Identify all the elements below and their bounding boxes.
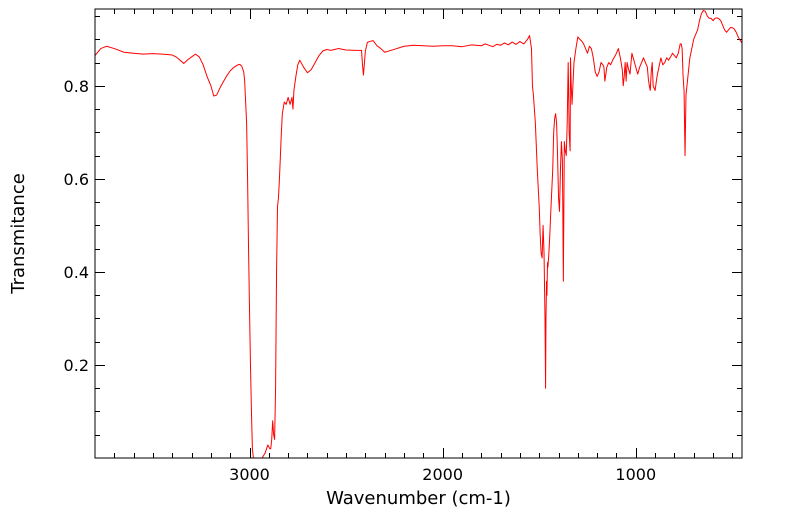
y-tick-label: 0.4 — [64, 263, 89, 282]
y-axis-label: Transmitance — [8, 173, 29, 295]
plot-frame — [94, 8, 743, 459]
y-tick-label: 0.2 — [64, 356, 89, 375]
y-axis-ticks: 0.2 0.4 0.6 0.8 — [64, 16, 742, 436]
y-tick-label: 0.6 — [64, 170, 89, 189]
y-tick-label: 0.8 — [64, 77, 89, 96]
x-tick-label: 2000 — [422, 465, 463, 484]
x-tick-label: 1000 — [615, 465, 656, 484]
x-axis-label: Wavenumber (cm-1) — [326, 488, 511, 509]
spectrum-line — [95, 9, 742, 458]
series-layer — [95, 9, 742, 458]
x-tick-label: 3000 — [229, 465, 270, 484]
x-axis-ticks: 3000 2000 1000 — [114, 9, 733, 484]
